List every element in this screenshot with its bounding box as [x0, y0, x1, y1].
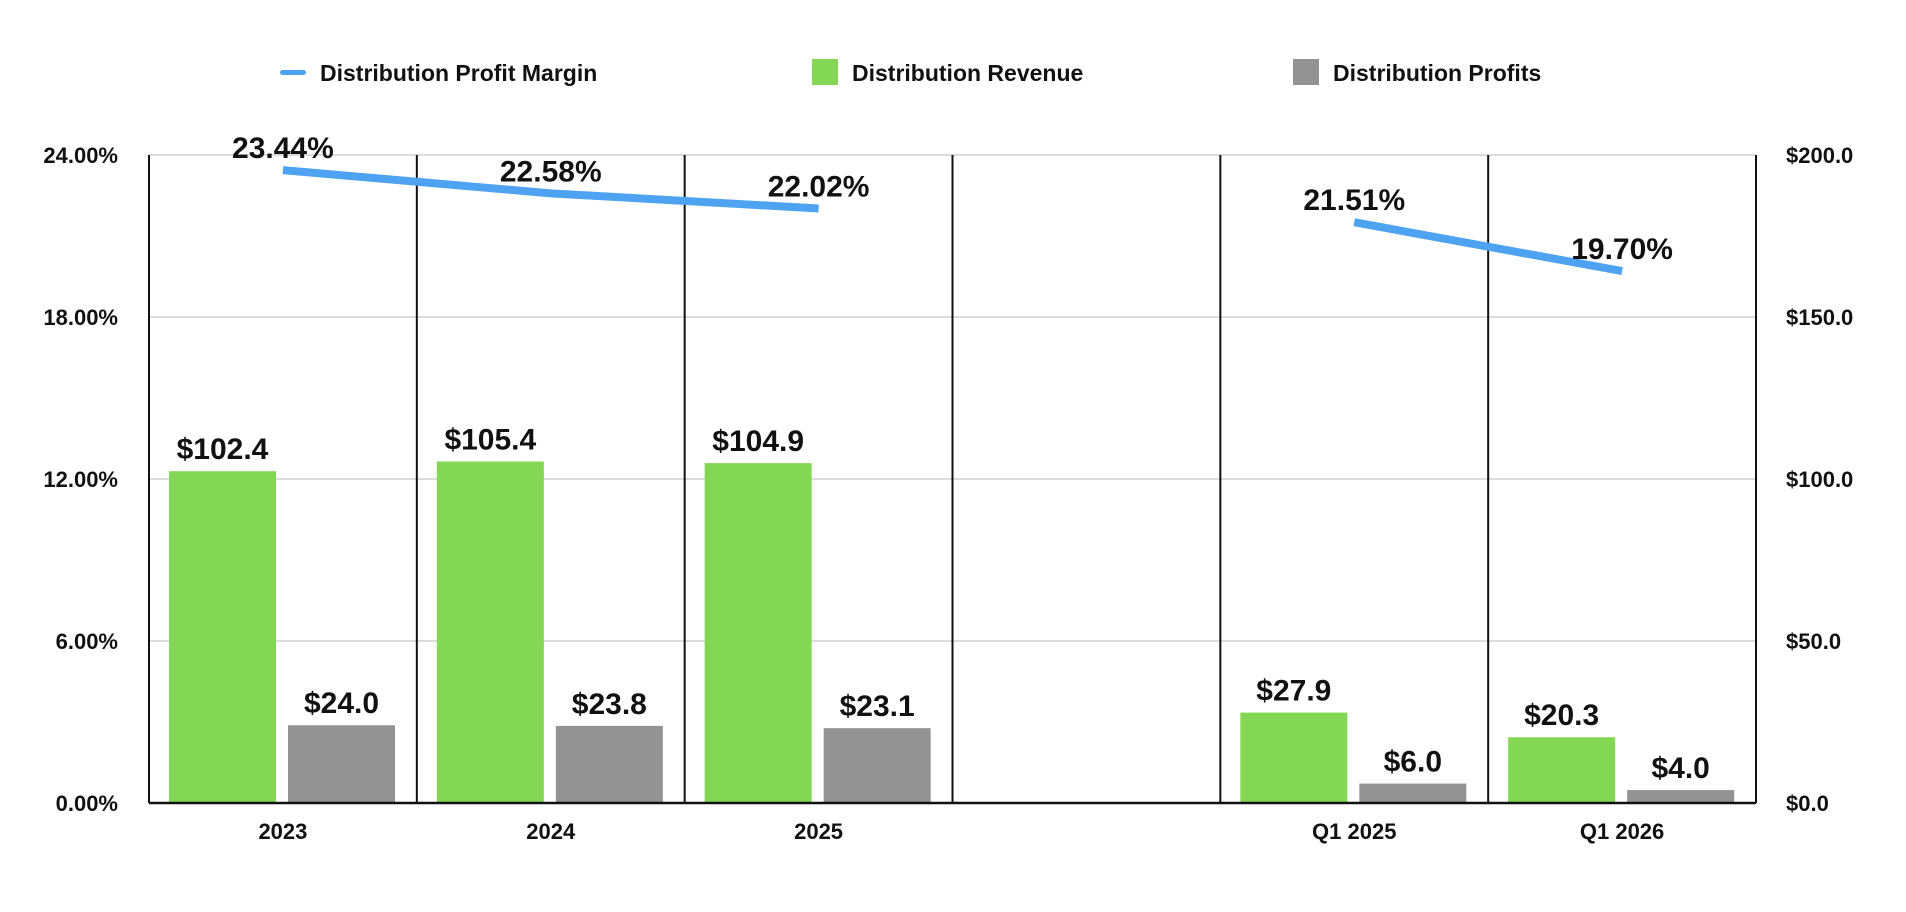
left-axis-tick-label: 24.00% — [43, 143, 118, 168]
margin-value-label: 19.70% — [1571, 233, 1673, 266]
x-axis-tick-label: Q1 2025 — [1312, 819, 1396, 844]
left-axis-tick-label: 6.00% — [56, 629, 118, 654]
bar-distribution-revenue — [169, 471, 276, 803]
bar-distribution-revenue — [1240, 712, 1348, 803]
legend-label-profits: Distribution Profits — [1333, 60, 1541, 86]
legend-item-profits: Distribution Profits — [1293, 59, 1541, 86]
margin-line — [282, 166, 1623, 276]
bar-value-label: $24.0 — [304, 687, 379, 720]
x-axis-tick-label: Q1 2026 — [1580, 819, 1664, 844]
bar-distribution-revenue — [1508, 737, 1616, 803]
bar-value-label: $104.9 — [712, 425, 804, 458]
margin-line-segment — [1353, 218, 1623, 276]
bar-value-label: $23.1 — [840, 690, 915, 723]
bar-value-label: $102.4 — [177, 433, 269, 466]
x-axis-tick-label: 2023 — [258, 819, 307, 844]
data-labels: $102.4 $105.4 $104.9 $27.9 $20.3 $24.0 $23.8 $2… — [177, 132, 1710, 785]
axes: 0.00% 6.00% 12.00% 18.00% 24.00% $0.0 $50.0 $10… — [43, 143, 1853, 844]
margin-value-label: 23.44% — [232, 132, 334, 165]
bar-distribution-profits — [1627, 790, 1735, 803]
margin-value-label: 22.02% — [768, 170, 870, 203]
legend-swatch-revenue — [812, 59, 838, 85]
bar-distribution-profits — [288, 725, 395, 803]
legend-label-revenue: Distribution Revenue — [852, 60, 1083, 86]
legend-swatch-profits — [1293, 59, 1319, 85]
legend-swatch-margin — [280, 70, 306, 75]
x-axis-tick-label: 2024 — [526, 819, 576, 844]
bar-distribution-revenue — [436, 461, 544, 803]
margin-line-segment — [282, 166, 819, 213]
bar-value-label: $23.8 — [572, 688, 647, 721]
legend-item-revenue: Distribution Revenue — [812, 59, 1083, 86]
x-axis-tick-label: 2025 — [794, 819, 843, 844]
left-axis-tick-label: 0.00% — [56, 791, 118, 816]
bar-value-label: $6.0 — [1384, 746, 1442, 779]
bar-distribution-profits — [823, 728, 931, 803]
bar-value-label: $20.3 — [1524, 699, 1599, 732]
bar-distribution-profits — [1359, 783, 1467, 803]
bars — [169, 461, 1735, 803]
left-axis-tick-label: 12.00% — [43, 467, 118, 492]
right-axis-tick-label: $150.0 — [1786, 305, 1853, 330]
legend-label-margin: Distribution Profit Margin — [320, 60, 597, 86]
bar-value-label: $27.9 — [1256, 675, 1331, 708]
right-axis-tick-label: $50.0 — [1786, 629, 1841, 654]
right-axis-tick-label: $0.0 — [1786, 791, 1829, 816]
legend-item-margin: Distribution Profit Margin — [280, 60, 597, 86]
bar-value-label: $4.0 — [1651, 752, 1709, 785]
bar-distribution-revenue — [704, 463, 812, 803]
margin-value-label: 22.58% — [500, 155, 602, 188]
margin-value-label: 21.51% — [1303, 184, 1405, 217]
left-axis-tick-label: 18.00% — [43, 305, 118, 330]
right-axis-tick-label: $200.0 — [1786, 143, 1853, 168]
bar-value-label: $105.4 — [444, 424, 536, 457]
right-axis-tick-label: $100.0 — [1786, 467, 1853, 492]
bar-distribution-profits — [555, 725, 663, 803]
category-separators — [415, 155, 1490, 803]
legend: Distribution Profit Margin Distribution … — [280, 59, 1541, 86]
